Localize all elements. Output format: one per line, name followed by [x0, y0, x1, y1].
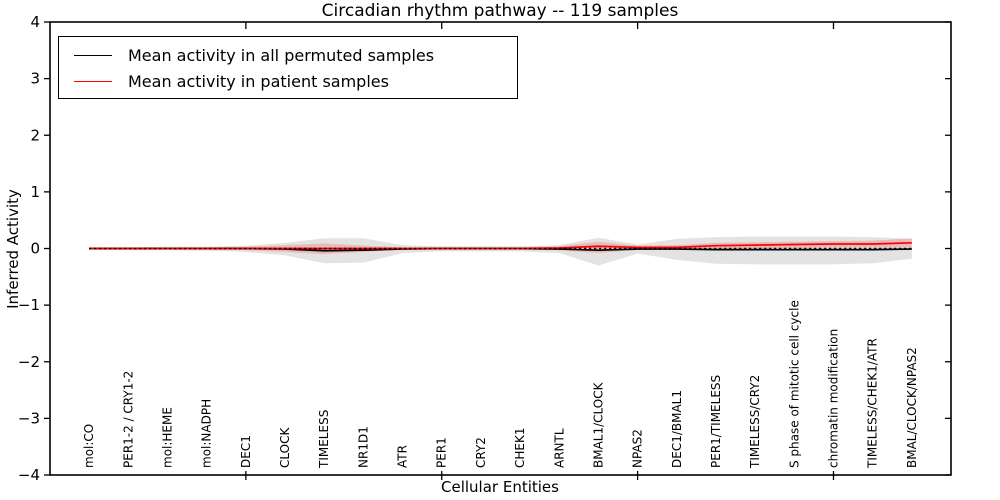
- x-category-label: PER1/TIMELESS: [709, 375, 723, 468]
- legend-item-patient: Mean activity in patient samples: [59, 68, 517, 94]
- chart-title: Circadian rhythm pathway -- 119 samples: [321, 1, 679, 21]
- x-axis-label: Cellular Entities: [441, 478, 559, 496]
- y-tick-label: 1: [30, 183, 40, 201]
- y-tick-label: 2: [30, 126, 40, 144]
- x-category-label: ATR: [396, 445, 410, 468]
- legend-item-permuted: Mean activity in all permuted samples: [59, 42, 517, 68]
- x-category-label: NPAS2: [631, 429, 645, 468]
- x-category-label: mol:NADPH: [200, 399, 214, 468]
- x-category-label: TIMELESS/CRY2: [748, 375, 762, 469]
- x-category-label: PER1: [435, 437, 449, 468]
- legend-label-patient: Mean activity in patient samples: [128, 71, 389, 91]
- y-tick-label: 3: [30, 70, 40, 88]
- y-tick-label: −1: [18, 296, 40, 314]
- y-tick-label: −4: [18, 466, 40, 484]
- black-line-swatch: [74, 54, 112, 56]
- y-tick-label: 0: [30, 240, 40, 258]
- x-category-label: TIMELESS: [317, 410, 331, 469]
- x-category-label: TIMELESS/CHEK1/ATR: [866, 338, 880, 469]
- y-tick-label: −2: [18, 353, 40, 371]
- y-tick-label: 4: [30, 13, 40, 31]
- x-category-label: mol:HEME: [161, 407, 175, 468]
- legend-label-permuted: Mean activity in all permuted samples: [128, 45, 435, 65]
- y-tick-label: −3: [18, 409, 40, 427]
- x-category-label: S phase of mitotic cell cycle: [787, 300, 801, 468]
- x-category-label: BMAL/CLOCK/NPAS2: [905, 347, 919, 468]
- x-category-label: BMAL1/CLOCK: [591, 381, 605, 468]
- x-category-label: ARNTL: [552, 428, 566, 468]
- x-category-label: DEC1/BMAL1: [670, 390, 684, 468]
- x-category-label: CRY2: [474, 437, 488, 468]
- x-category-label: DEC1: [239, 435, 253, 468]
- x-category-label: chromatin modification: [826, 329, 840, 468]
- x-category-label: NR1D1: [356, 426, 370, 468]
- x-category-label: PER1-2 / CRY1-2: [121, 371, 135, 468]
- x-category-label: CLOCK: [278, 427, 292, 468]
- legend: Mean activity in all permuted samples Me…: [58, 36, 518, 99]
- x-category-label: mol:CO: [82, 424, 96, 468]
- permuted-samples-band-area: [89, 236, 912, 266]
- red-line-swatch: [74, 80, 112, 82]
- x-category-label: CHEK1: [513, 428, 527, 469]
